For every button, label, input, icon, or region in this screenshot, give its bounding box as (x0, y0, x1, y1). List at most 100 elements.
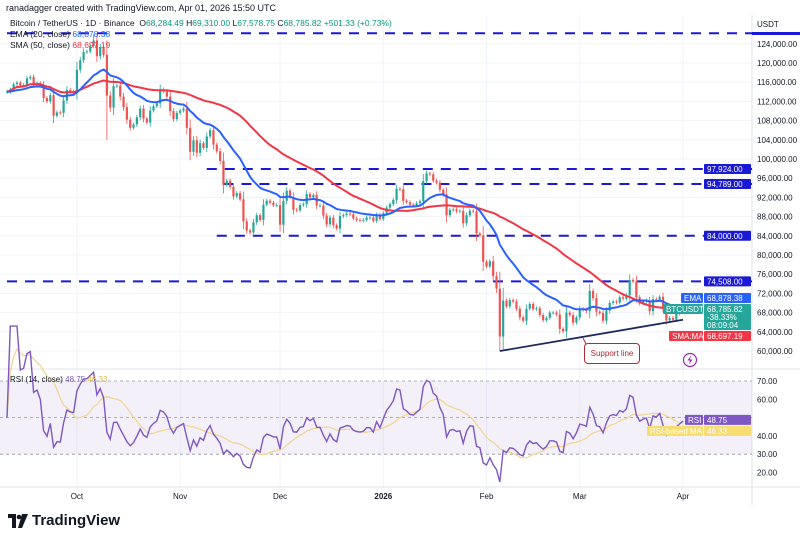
rsi-tick-label: 40.00 (757, 432, 778, 441)
tradingview-logo[interactable]: TradingView (8, 512, 120, 529)
candle-body (595, 298, 598, 312)
rsi-tick-label: 20.00 (757, 469, 778, 478)
candle-body (232, 186, 235, 197)
candle-body (69, 89, 72, 92)
ema-price-tag: 68,878.38 (707, 294, 743, 303)
candle-body (355, 218, 358, 220)
candle-body (548, 312, 551, 318)
time-tick-label: 2026 (374, 492, 392, 501)
candle-body (59, 112, 62, 114)
candle-body (325, 215, 328, 225)
symbol-title[interactable]: Bitcoin / TetherUS · 1D · Binance (10, 18, 135, 28)
candle-body (651, 299, 655, 312)
candle-body (52, 95, 55, 116)
sma-price-tag-bg (704, 331, 751, 341)
price-tick-label: 84,000.00 (757, 232, 793, 241)
candle-body (338, 216, 342, 229)
symbol-tag: BTCUSDT (666, 305, 704, 314)
ema-name-tag: EMA (684, 294, 702, 303)
candle-body (235, 193, 238, 197)
rsi-legend[interactable]: RSI (14, close) 48.75 46.33 (10, 375, 107, 384)
candle-body (525, 308, 528, 321)
top-level-marker (752, 32, 800, 35)
candle-body (345, 213, 348, 216)
lightning-icon[interactable] (682, 352, 698, 368)
sma-legend[interactable]: SMA (50, close) 68,697.19 (10, 40, 392, 51)
ohlc-row: Bitcoin / TetherUS · 1D · Binance O68,28… (10, 18, 392, 29)
candle-body (179, 110, 182, 113)
candle-body (418, 201, 422, 204)
candle-body (272, 202, 275, 206)
candle-body (405, 200, 408, 203)
support-trendline (499, 318, 684, 352)
candle-body (442, 189, 445, 195)
candle-body (275, 205, 278, 206)
candle-body (575, 317, 578, 323)
candle-body (388, 204, 392, 208)
candle-body (408, 202, 412, 205)
candle-body (42, 85, 45, 99)
candle-body (462, 210, 465, 224)
candle-body (49, 95, 52, 102)
candle-body (115, 85, 118, 87)
time-tick-label: Nov (173, 492, 187, 501)
candle-body (615, 301, 618, 303)
last-price-value: 68,785.82 (707, 305, 743, 314)
candle-body (308, 194, 312, 198)
candle-body (532, 303, 535, 310)
candle-body (458, 210, 461, 212)
rsi-band (0, 380, 752, 455)
candle-body (482, 235, 485, 262)
sma-price-tag: 68,697.19 (707, 332, 743, 341)
candle-body (472, 210, 475, 212)
candle-body (212, 130, 215, 145)
candle-body (438, 182, 441, 190)
price-tick-label: 108,000.00 (757, 117, 798, 126)
candle-body (552, 312, 555, 314)
candle-body (85, 51, 89, 53)
candle-body (25, 78, 29, 86)
candle-body (542, 315, 545, 321)
rsi-value-tag: 48.75 (707, 416, 728, 425)
candle-body (535, 308, 538, 310)
candle-body (448, 209, 451, 216)
price-tick-label: 116,000.00 (757, 78, 797, 87)
candle-body (342, 215, 345, 217)
rsi-ma-value-tag: 46.33 (707, 427, 728, 436)
candle-body (105, 54, 108, 96)
candle-body (475, 211, 478, 234)
candle-body (122, 96, 125, 108)
candle-body (189, 127, 192, 152)
candle-body (215, 144, 218, 152)
price-tick-label: 80,000.00 (757, 251, 793, 260)
candle-body (239, 193, 242, 200)
candle-body (591, 291, 595, 299)
price-tick-label: 64,000.00 (757, 328, 793, 337)
candle-body (318, 205, 322, 207)
price-tick-label: 68,000.00 (757, 309, 793, 318)
chart-legend: Bitcoin / TetherUS · 1D · Binance O68,28… (10, 18, 392, 51)
ema-price-tag-bg (704, 293, 751, 303)
candle-body (372, 217, 375, 221)
candle-body (245, 221, 248, 231)
candle-body (492, 261, 495, 277)
rsi-tick-label: 60.00 (757, 395, 778, 404)
candle-body (628, 279, 631, 296)
rsi-lines (6, 325, 684, 483)
candle-body (252, 222, 255, 233)
ema-legend[interactable]: EMA (20, close) 68,878.38 (10, 29, 392, 40)
candle-body (169, 96, 172, 111)
candle-body (149, 110, 152, 123)
time-tick-label: Feb (480, 492, 494, 501)
candle-body (675, 313, 678, 320)
candle-body (55, 112, 59, 116)
candle-body (478, 233, 481, 236)
candle-body (428, 173, 432, 175)
low-label: L (232, 18, 238, 28)
candle-body (565, 312, 568, 332)
candle-body (142, 108, 145, 119)
candle-body (152, 106, 155, 111)
candle-body (185, 108, 188, 128)
axes: 124,000.00 120,000.00 116,000.00 112,000.00… (71, 20, 800, 501)
